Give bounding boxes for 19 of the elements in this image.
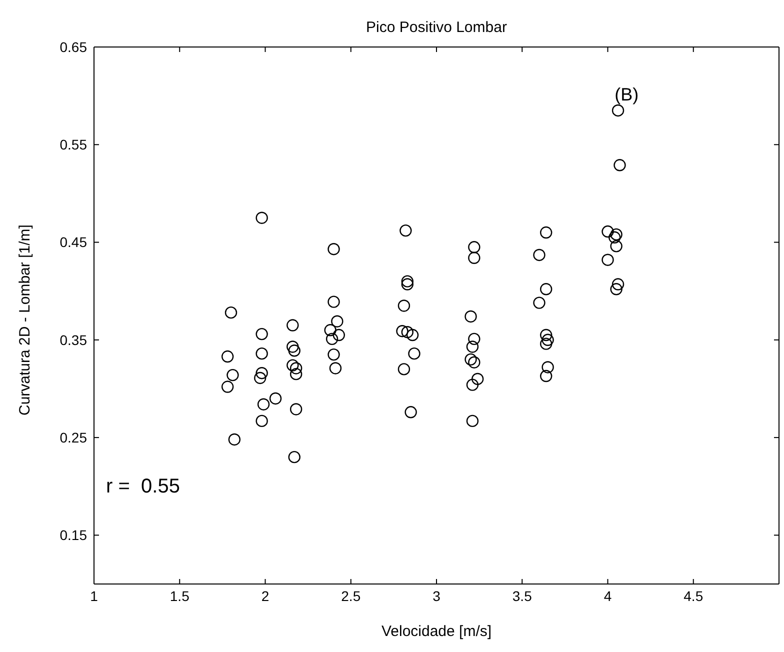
annotation: (B) — [614, 84, 639, 105]
y-tick-label: 0.25 — [60, 430, 88, 446]
x-tick-label: 1.5 — [170, 588, 190, 604]
y-tick-label: 0.45 — [60, 234, 88, 250]
x-tick-label: 3.5 — [512, 588, 532, 604]
x-tick-label: 2.5 — [341, 588, 361, 604]
x-tick-label: 3 — [432, 588, 441, 604]
x-tick-label: 2 — [261, 588, 270, 604]
x-tick-label: 4 — [604, 588, 612, 604]
y-tick-label: 0.35 — [60, 332, 88, 348]
y-tick-label: 0.15 — [60, 527, 88, 544]
annotation: r = 0.55 — [106, 476, 180, 498]
x-axis-title: Velocidade [m/s] — [381, 623, 492, 640]
y-tick-label: 0.55 — [60, 136, 88, 153]
x-tick-label: 1 — [90, 588, 98, 604]
y-tick-label: 0.65 — [60, 38, 88, 55]
chart-title: Pico Positivo Lombar — [366, 19, 507, 36]
y-axis-title: Curvatura 2D - Lombar [1/m] — [16, 224, 34, 416]
x-tick-label: 4.5 — [684, 588, 704, 604]
